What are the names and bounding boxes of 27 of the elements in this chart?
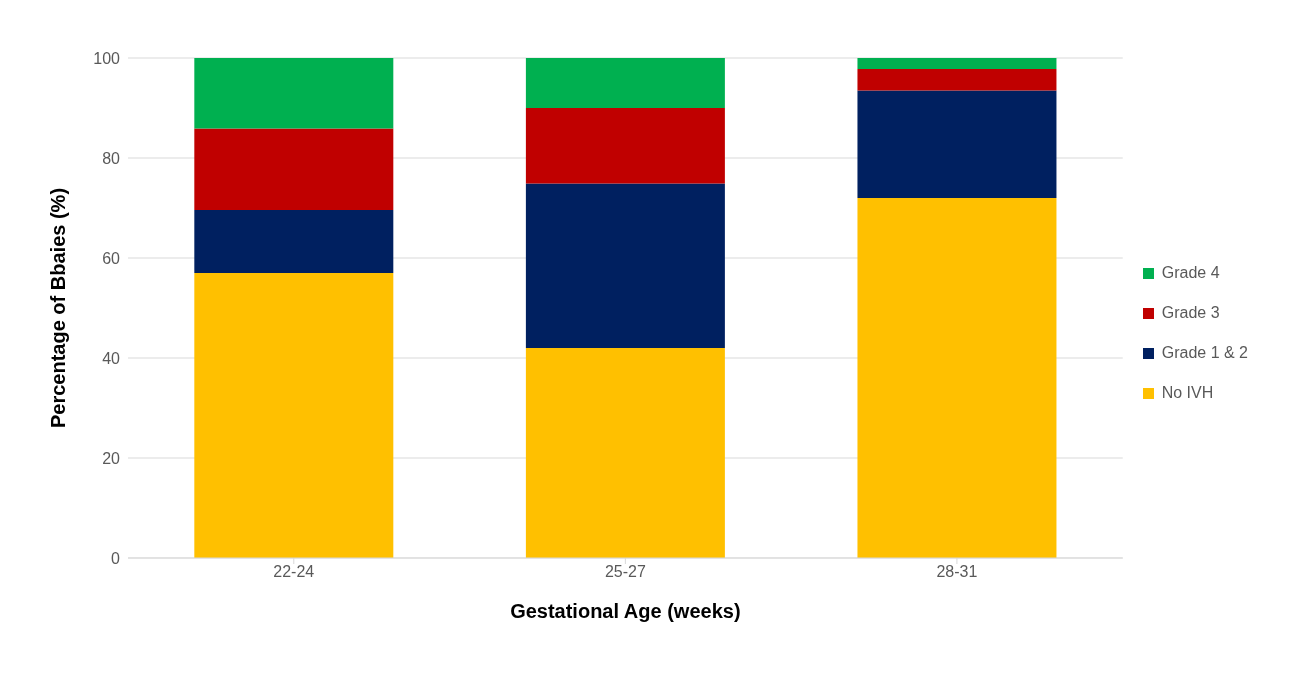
legend-label: No IVH xyxy=(1161,384,1214,402)
bar xyxy=(857,69,1057,91)
bar xyxy=(525,58,725,108)
x-axis-title: Gestational Age (weeks) xyxy=(510,600,741,622)
bar xyxy=(194,58,394,129)
legend-label: Grade 4 xyxy=(1161,264,1220,282)
bar xyxy=(525,183,725,348)
y-tick-label: 20 xyxy=(102,449,121,467)
x-tick-label: 28-31 xyxy=(936,563,978,581)
bar xyxy=(194,210,394,273)
bar xyxy=(525,108,725,184)
bar xyxy=(857,90,1057,198)
x-tick-label: 25-27 xyxy=(604,563,646,581)
y-tick-label: 100 xyxy=(93,49,121,67)
bar xyxy=(194,273,394,558)
bar xyxy=(857,58,1057,69)
y-tick-label: 0 xyxy=(111,549,121,567)
legend-label: Grade 1 & 2 xyxy=(1161,344,1248,362)
legend-label: Grade 3 xyxy=(1161,304,1220,322)
bar xyxy=(525,348,725,558)
y-axis-title: Percentage of Bbaies (%) xyxy=(47,187,70,429)
y-tick-label: 60 xyxy=(102,249,121,267)
bar xyxy=(857,198,1057,558)
y-tick-label: 40 xyxy=(102,349,121,367)
y-tick-label: 80 xyxy=(102,149,121,167)
bar xyxy=(194,128,394,210)
x-tick-label: 22-24 xyxy=(273,563,315,581)
